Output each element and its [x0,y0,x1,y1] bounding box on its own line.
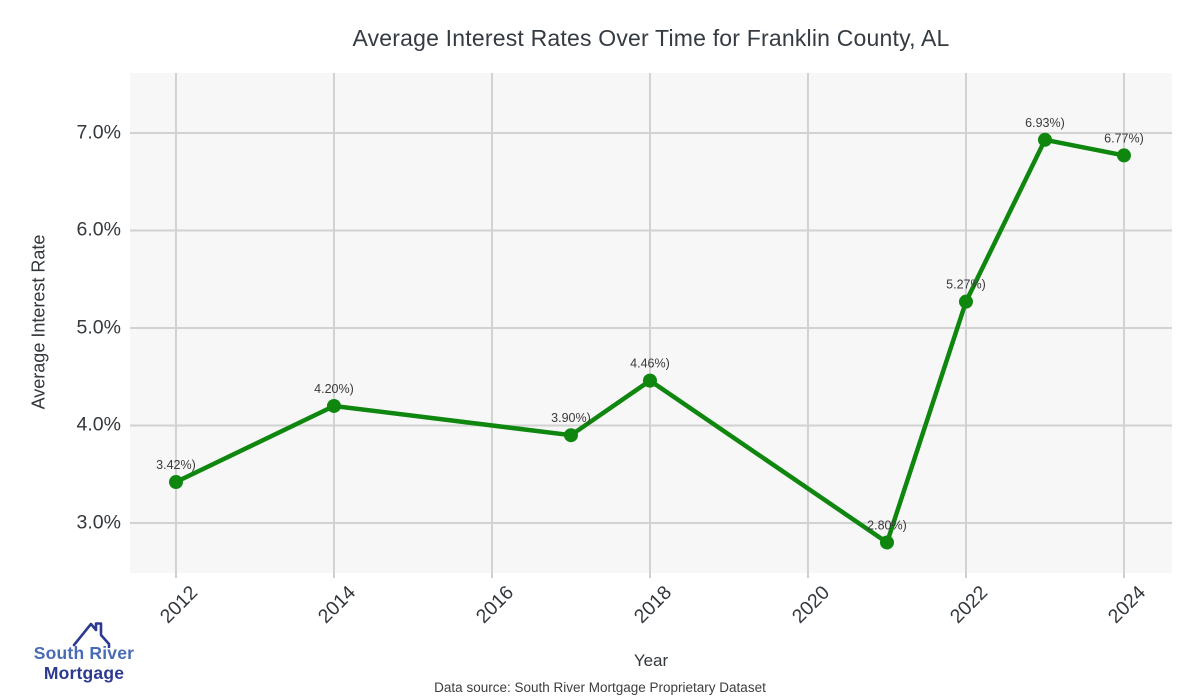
data-source-text: Data source: South River Mortgage Propri… [434,680,766,695]
data-point [168,475,183,490]
x-axis-title: Year [633,651,669,670]
x-tick-label: 2016 [471,581,519,628]
x-tick-label: 2018 [629,581,677,628]
data-point-label: 4.46%) [630,357,670,371]
data-point-label: 6.93%) [1025,116,1065,130]
data-point [958,294,973,309]
x-tick-mark [964,573,967,578]
x-tick-mark [174,573,177,578]
y-tick-label: 4.0% [76,413,121,436]
data-point-label: 5.27%) [946,278,986,292]
x-tick-label: 2024 [1103,581,1151,628]
x-tick-label: 2020 [787,581,835,628]
data-point [1037,132,1052,147]
y-tick-label: 5.0% [76,316,121,339]
x-tick-label: 2012 [155,581,203,628]
data-point [563,428,578,443]
x-tick-mark [1122,573,1125,578]
data-point-label: 6.77%) [1104,131,1144,145]
data-point-label: 3.90%) [551,411,591,425]
brand-logo: South River Mortgage [18,617,150,687]
x-tick-mark [806,573,809,578]
x-tick-label: 2022 [945,581,993,628]
plot-area: 3.42%) 4.20%) 3.90%) 4.46%) 2.80%) 5.27%) 6.93… [130,73,1172,573]
y-tick-label: 6.0% [76,218,121,241]
x-tick-label: 2014 [313,581,361,628]
data-point-label: 3.42%) [156,458,196,472]
data-point-label: 4.20%) [314,382,354,396]
x-tick-mark [332,573,335,578]
logo-text-line1: South River [33,643,135,663]
y-tick-label: 3.0% [76,511,121,534]
data-line [173,137,1127,545]
data-point [879,535,894,550]
logo-text-line2: Mortgage [43,663,125,683]
chart-title: Average Interest Rates Over Time for Fra… [352,25,950,51]
data-point [642,373,657,388]
x-tick-mark [648,573,651,578]
data-point [326,398,341,413]
x-tick-mark [490,573,493,578]
data-point-label: 2.80%) [867,518,907,532]
y-tick-label: 7.0% [76,121,121,144]
house-icon [72,622,111,648]
line-chart-svg: 3.42%) 4.20%) 3.90%) 4.46%) 2.80%) 5.27%) 6.93… [130,73,1172,573]
data-point [1116,148,1131,163]
